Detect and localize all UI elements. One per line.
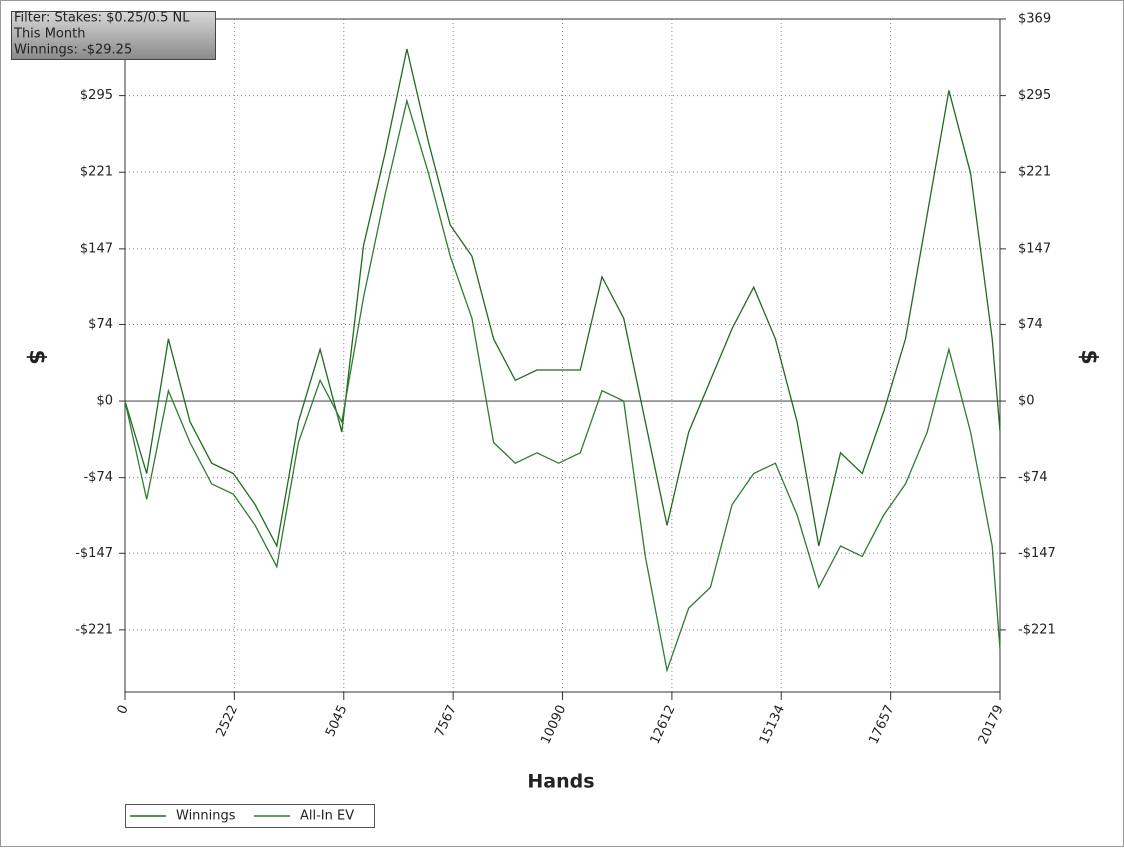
y2-tick-label: -$221 bbox=[1018, 622, 1056, 637]
y-tick-label: -$147 bbox=[75, 546, 113, 561]
y-tick-label: $0 bbox=[96, 394, 113, 409]
plot-area: -$221 -$221 -$147 -$147 -$74 -$74 $0 $0 $74 $74 $1… bbox=[75, 12, 1056, 747]
legend: Winnings All-In EV bbox=[125, 804, 375, 828]
series-line bbox=[124, 48, 1001, 548]
filter-text: This Month bbox=[13, 27, 85, 42]
y2-tick-label: -$147 bbox=[1018, 546, 1056, 561]
y-tick-label: $74 bbox=[88, 317, 113, 332]
y-axis-label: $ bbox=[24, 349, 49, 364]
y-tick-label: -$74 bbox=[83, 470, 113, 485]
x-axis-label: Hands bbox=[527, 771, 594, 793]
y-tick-label: $295 bbox=[80, 88, 113, 103]
y-tick-label: $221 bbox=[80, 165, 113, 180]
y2-tick-label: $147 bbox=[1018, 241, 1051, 256]
filter-text: Filter: Stakes: $0.25/0.5 NL bbox=[14, 11, 190, 26]
y2-tick-label: -$74 bbox=[1018, 470, 1048, 485]
y-tick-label: -$221 bbox=[75, 622, 113, 637]
y2-tick-label: $0 bbox=[1018, 394, 1035, 409]
y2-tick-label: $221 bbox=[1018, 165, 1051, 180]
axis-box bbox=[124, 18, 1001, 693]
y2-axis-label: $ bbox=[1076, 349, 1101, 364]
y-tick-label: $147 bbox=[80, 241, 113, 256]
y2-tick-label: $295 bbox=[1018, 88, 1051, 103]
series-line bbox=[124, 98, 1001, 673]
filter-text: Winnings: -$29.25 bbox=[14, 43, 132, 58]
legend-box bbox=[125, 804, 375, 828]
legend-label: Winnings bbox=[176, 809, 236, 824]
y2-tick-label: $369 bbox=[1018, 12, 1051, 27]
y2-tick-label: $74 bbox=[1018, 317, 1043, 332]
legend-label: All-In EV bbox=[300, 809, 354, 824]
filter-box bbox=[11, 11, 216, 60]
